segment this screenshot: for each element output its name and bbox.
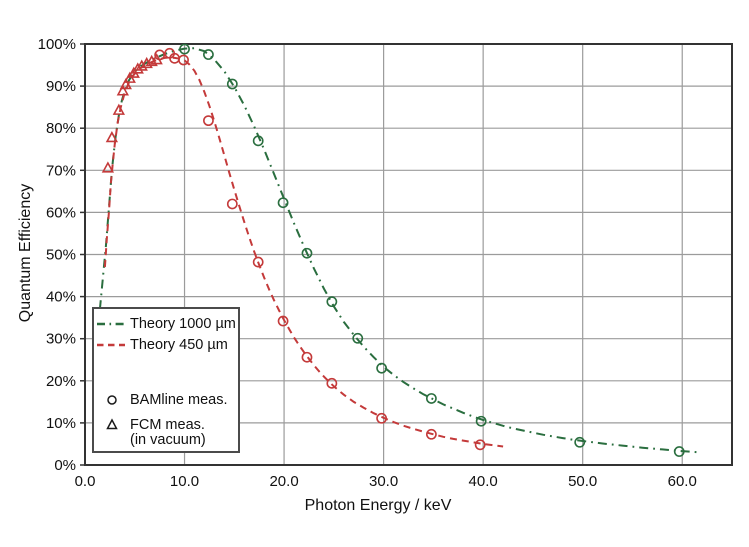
legend-label-fcm: FCM meas. bbox=[130, 417, 205, 433]
marker-circle-bamline-meas-1000-m bbox=[376, 362, 388, 374]
marker-triangle-fcm-meas-in-vacuum bbox=[105, 131, 119, 143]
marker-triangle-fcm-meas-in-vacuum bbox=[112, 103, 125, 115]
marker-circle-bamline-meas-1000-m bbox=[226, 78, 238, 90]
marker-circle-bamline-meas-450-m bbox=[326, 377, 338, 389]
marker-circle-bamline-meas-1000-m bbox=[425, 393, 437, 404]
marker-circle-bamline-meas-1000-m bbox=[352, 332, 364, 344]
marker-triangle-fcm-meas-in-vacuum bbox=[116, 84, 129, 96]
legend-label-theory-1000: Theory 1000 µm bbox=[130, 316, 236, 332]
y-tick-label: 100% bbox=[38, 36, 76, 53]
y-axis-title: Quantum Efficiency bbox=[17, 183, 34, 323]
dashed-line-icon bbox=[97, 343, 125, 347]
marker-circle-bamline-meas-450-m bbox=[425, 428, 437, 440]
marker-circle-bamline-meas-450-m bbox=[301, 351, 313, 363]
legend-label-bamline: BAMline meas. bbox=[130, 392, 228, 408]
x-tick-label: 60.0 bbox=[668, 473, 697, 490]
x-axis-title: Photon Energy / keV bbox=[304, 497, 452, 514]
legend: Theory 1000 µm Theory 450 µm BAMline mea… bbox=[92, 307, 240, 453]
y-tick-label: 90% bbox=[46, 78, 76, 95]
y-tick-label: 30% bbox=[46, 331, 76, 348]
marker-circle-bamline-meas-450-m bbox=[376, 412, 388, 424]
marker-circle-bamline-meas-1000-m bbox=[203, 49, 214, 60]
marker-triangle-fcm-meas-in-vacuum bbox=[135, 59, 148, 71]
y-tick-label: 50% bbox=[46, 247, 76, 264]
marker-circle-bamline-meas-1000-m bbox=[326, 296, 338, 308]
x-tick-label: 0.0 bbox=[75, 473, 96, 490]
legend-item-theory-450: Theory 450 µm bbox=[96, 335, 228, 355]
x-tick-label: 20.0 bbox=[269, 473, 298, 490]
curve-theory-1000-m bbox=[98, 47, 701, 454]
y-tick-label: 0% bbox=[54, 457, 76, 474]
marker-triangle-fcm-meas-in-vacuum bbox=[140, 56, 153, 69]
marker-circle-bamline-meas-1000-m bbox=[301, 247, 313, 259]
marker-triangle-fcm-meas-in-vacuum bbox=[101, 161, 115, 173]
x-tick-label: 10.0 bbox=[170, 473, 199, 490]
marker-circle-bamline-meas-1000-m bbox=[252, 135, 264, 147]
marker-circle-bamline-meas-1000-m bbox=[673, 446, 685, 457]
marker-triangle-fcm-meas-in-vacuum bbox=[131, 62, 144, 74]
y-tick-label: 70% bbox=[46, 162, 76, 179]
triangle-marker-icon bbox=[106, 418, 118, 430]
legend-item-theory-1000: Theory 1000 µm bbox=[96, 314, 236, 334]
x-tick-label: 30.0 bbox=[369, 473, 398, 490]
dashdot-line-icon bbox=[97, 322, 125, 326]
y-tick-label: 40% bbox=[46, 289, 76, 306]
marker-circle-bamline-meas-1000-m bbox=[574, 436, 586, 448]
marker-circle-bamline-meas-450-m bbox=[252, 256, 264, 268]
marker-circle-bamline-meas-450-m bbox=[277, 315, 289, 327]
legend-item-fcm: FCM meas. bbox=[96, 415, 205, 435]
marker-circle-bamline-meas-1000-m bbox=[179, 43, 190, 55]
legend-label-theory-450: Theory 450 µm bbox=[130, 337, 228, 353]
marker-circle-bamline-meas-1000-m bbox=[475, 415, 487, 427]
y-tick-label: 20% bbox=[46, 373, 76, 390]
x-tick-label: 40.0 bbox=[469, 473, 498, 490]
marker-circle-bamline-meas-450-m bbox=[226, 198, 238, 210]
legend-label-fcm-vacuum: (in vacuum) bbox=[130, 432, 206, 448]
x-tick-label: 50.0 bbox=[568, 473, 597, 490]
marker-circle-bamline-meas-450-m bbox=[203, 115, 214, 127]
marker-triangle-fcm-meas-in-vacuum bbox=[150, 53, 163, 65]
marker-triangle-fcm-meas-in-vacuum bbox=[119, 77, 132, 90]
y-tick-label: 60% bbox=[46, 204, 76, 221]
circle-marker-icon bbox=[107, 395, 117, 405]
legend-item-bamline: BAMline meas. bbox=[96, 390, 228, 410]
marker-circle-bamline-meas-450-m bbox=[474, 439, 486, 451]
marker-circle-bamline-meas-450-m bbox=[178, 54, 189, 66]
y-tick-label: 80% bbox=[46, 120, 76, 137]
marker-circle-bamline-meas-1000-m bbox=[277, 197, 289, 209]
y-tick-label: 10% bbox=[46, 415, 76, 432]
